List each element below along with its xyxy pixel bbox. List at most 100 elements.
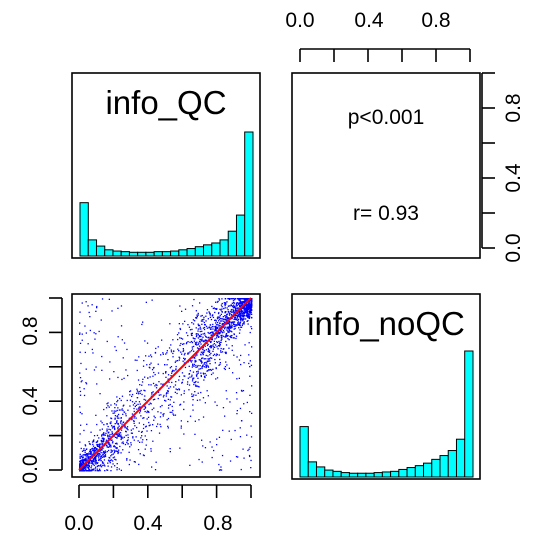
scatter-point bbox=[249, 299, 252, 302]
scatter-point bbox=[198, 324, 201, 327]
scatter-point bbox=[122, 441, 124, 443]
scatter-point bbox=[194, 420, 196, 422]
scatter-point bbox=[97, 464, 100, 467]
scatter-point bbox=[92, 453, 94, 455]
scatter-point bbox=[153, 371, 155, 374]
hist-info-noqc-bar-13 bbox=[406, 467, 416, 478]
scatter-point bbox=[249, 304, 252, 306]
hist-info-noqc-bar-15 bbox=[423, 462, 433, 478]
scatter-point bbox=[198, 347, 200, 350]
scatter-point bbox=[235, 392, 238, 394]
scatter-point bbox=[166, 419, 168, 421]
scatter-point bbox=[212, 354, 215, 357]
scatter-point bbox=[103, 455, 105, 457]
scatter-point bbox=[219, 332, 221, 335]
scatter-point bbox=[122, 413, 124, 415]
scatter-point bbox=[216, 308, 218, 310]
scatter-point bbox=[218, 320, 220, 322]
scatter-point bbox=[106, 340, 108, 343]
scatter-point bbox=[80, 362, 82, 365]
panel-frame-info-qc bbox=[71, 72, 261, 259]
scatter-point bbox=[116, 420, 118, 422]
scatter-point bbox=[104, 452, 107, 454]
scatter-point bbox=[113, 449, 115, 451]
left-axis-tick-label-2: 0.8 bbox=[19, 316, 42, 345]
scatter-point bbox=[188, 373, 191, 375]
scatter-point bbox=[215, 326, 218, 328]
scatter-point bbox=[192, 399, 194, 401]
scatter-point bbox=[98, 445, 100, 448]
scatter-point bbox=[80, 381, 82, 383]
scatter-point bbox=[101, 434, 103, 436]
scatter-point bbox=[99, 459, 101, 461]
scatter-point bbox=[244, 305, 246, 307]
scatter-point bbox=[227, 326, 230, 328]
scatter-point bbox=[188, 352, 190, 354]
scatter-point bbox=[250, 425, 252, 427]
scatter-point bbox=[191, 393, 193, 395]
scatter-point bbox=[231, 298, 233, 300]
scatter-point bbox=[235, 309, 238, 311]
scatter-point bbox=[246, 311, 249, 314]
hist-info-noqc-bar-10 bbox=[381, 471, 392, 478]
scatter-point bbox=[134, 461, 136, 463]
scatter-point bbox=[213, 449, 215, 452]
scatter-point bbox=[143, 417, 145, 419]
scatter-point bbox=[143, 360, 145, 362]
scatter-point bbox=[249, 311, 251, 314]
scatter-point bbox=[87, 457, 89, 460]
scatter-point bbox=[150, 384, 152, 386]
scatter-point bbox=[207, 318, 209, 320]
scatter-point bbox=[202, 327, 205, 329]
scatter-point bbox=[228, 298, 231, 300]
scatter-point bbox=[236, 413, 238, 415]
scatter-point bbox=[228, 347, 230, 349]
scatter-point bbox=[168, 381, 170, 383]
hist-info-noqc-bar-0 bbox=[299, 426, 309, 478]
scatter-point bbox=[169, 411, 171, 413]
scatter-point bbox=[104, 450, 106, 452]
scatter-point bbox=[116, 437, 118, 439]
scatter-point bbox=[186, 383, 189, 385]
scatter-point bbox=[236, 302, 238, 304]
scatter-point bbox=[222, 316, 224, 318]
scatter-point bbox=[220, 341, 222, 343]
scatter-point bbox=[170, 349, 172, 351]
scatter-point bbox=[231, 326, 233, 329]
scatter-point bbox=[80, 470, 82, 472]
scatter-point bbox=[219, 322, 221, 324]
scatter-point bbox=[120, 429, 123, 431]
scatter-point bbox=[85, 453, 88, 455]
scatter-point bbox=[220, 335, 222, 337]
scatter-point bbox=[245, 315, 247, 317]
scatter-point bbox=[110, 439, 112, 441]
scatter-point bbox=[180, 425, 182, 427]
scatter-point bbox=[219, 329, 221, 332]
scatter-point bbox=[217, 345, 220, 347]
scatter-point bbox=[248, 317, 250, 319]
scatter-point bbox=[231, 331, 233, 333]
scatter-point bbox=[249, 307, 251, 310]
scatter-point bbox=[100, 460, 102, 462]
scatter-point bbox=[238, 377, 240, 379]
scatter-point bbox=[96, 448, 98, 450]
scatter-point bbox=[87, 464, 89, 467]
scatter-point bbox=[151, 299, 153, 301]
scatter-point bbox=[235, 337, 237, 340]
scatter-point bbox=[98, 468, 101, 470]
scatter-point bbox=[246, 310, 249, 313]
scatter-point bbox=[179, 404, 181, 406]
scatter-point bbox=[236, 356, 238, 358]
scatter-point bbox=[229, 335, 231, 338]
scatter-point bbox=[116, 442, 118, 444]
scatter-point bbox=[231, 325, 233, 327]
scatter-point bbox=[207, 331, 209, 334]
scatter-point bbox=[144, 407, 146, 409]
scatter-point bbox=[167, 374, 170, 376]
scatter-point bbox=[84, 451, 86, 454]
scatter-point bbox=[145, 301, 147, 303]
scatter-point bbox=[105, 444, 107, 446]
scatter-point bbox=[97, 443, 99, 446]
scatter-point bbox=[106, 434, 109, 436]
scatter-point bbox=[243, 323, 245, 325]
